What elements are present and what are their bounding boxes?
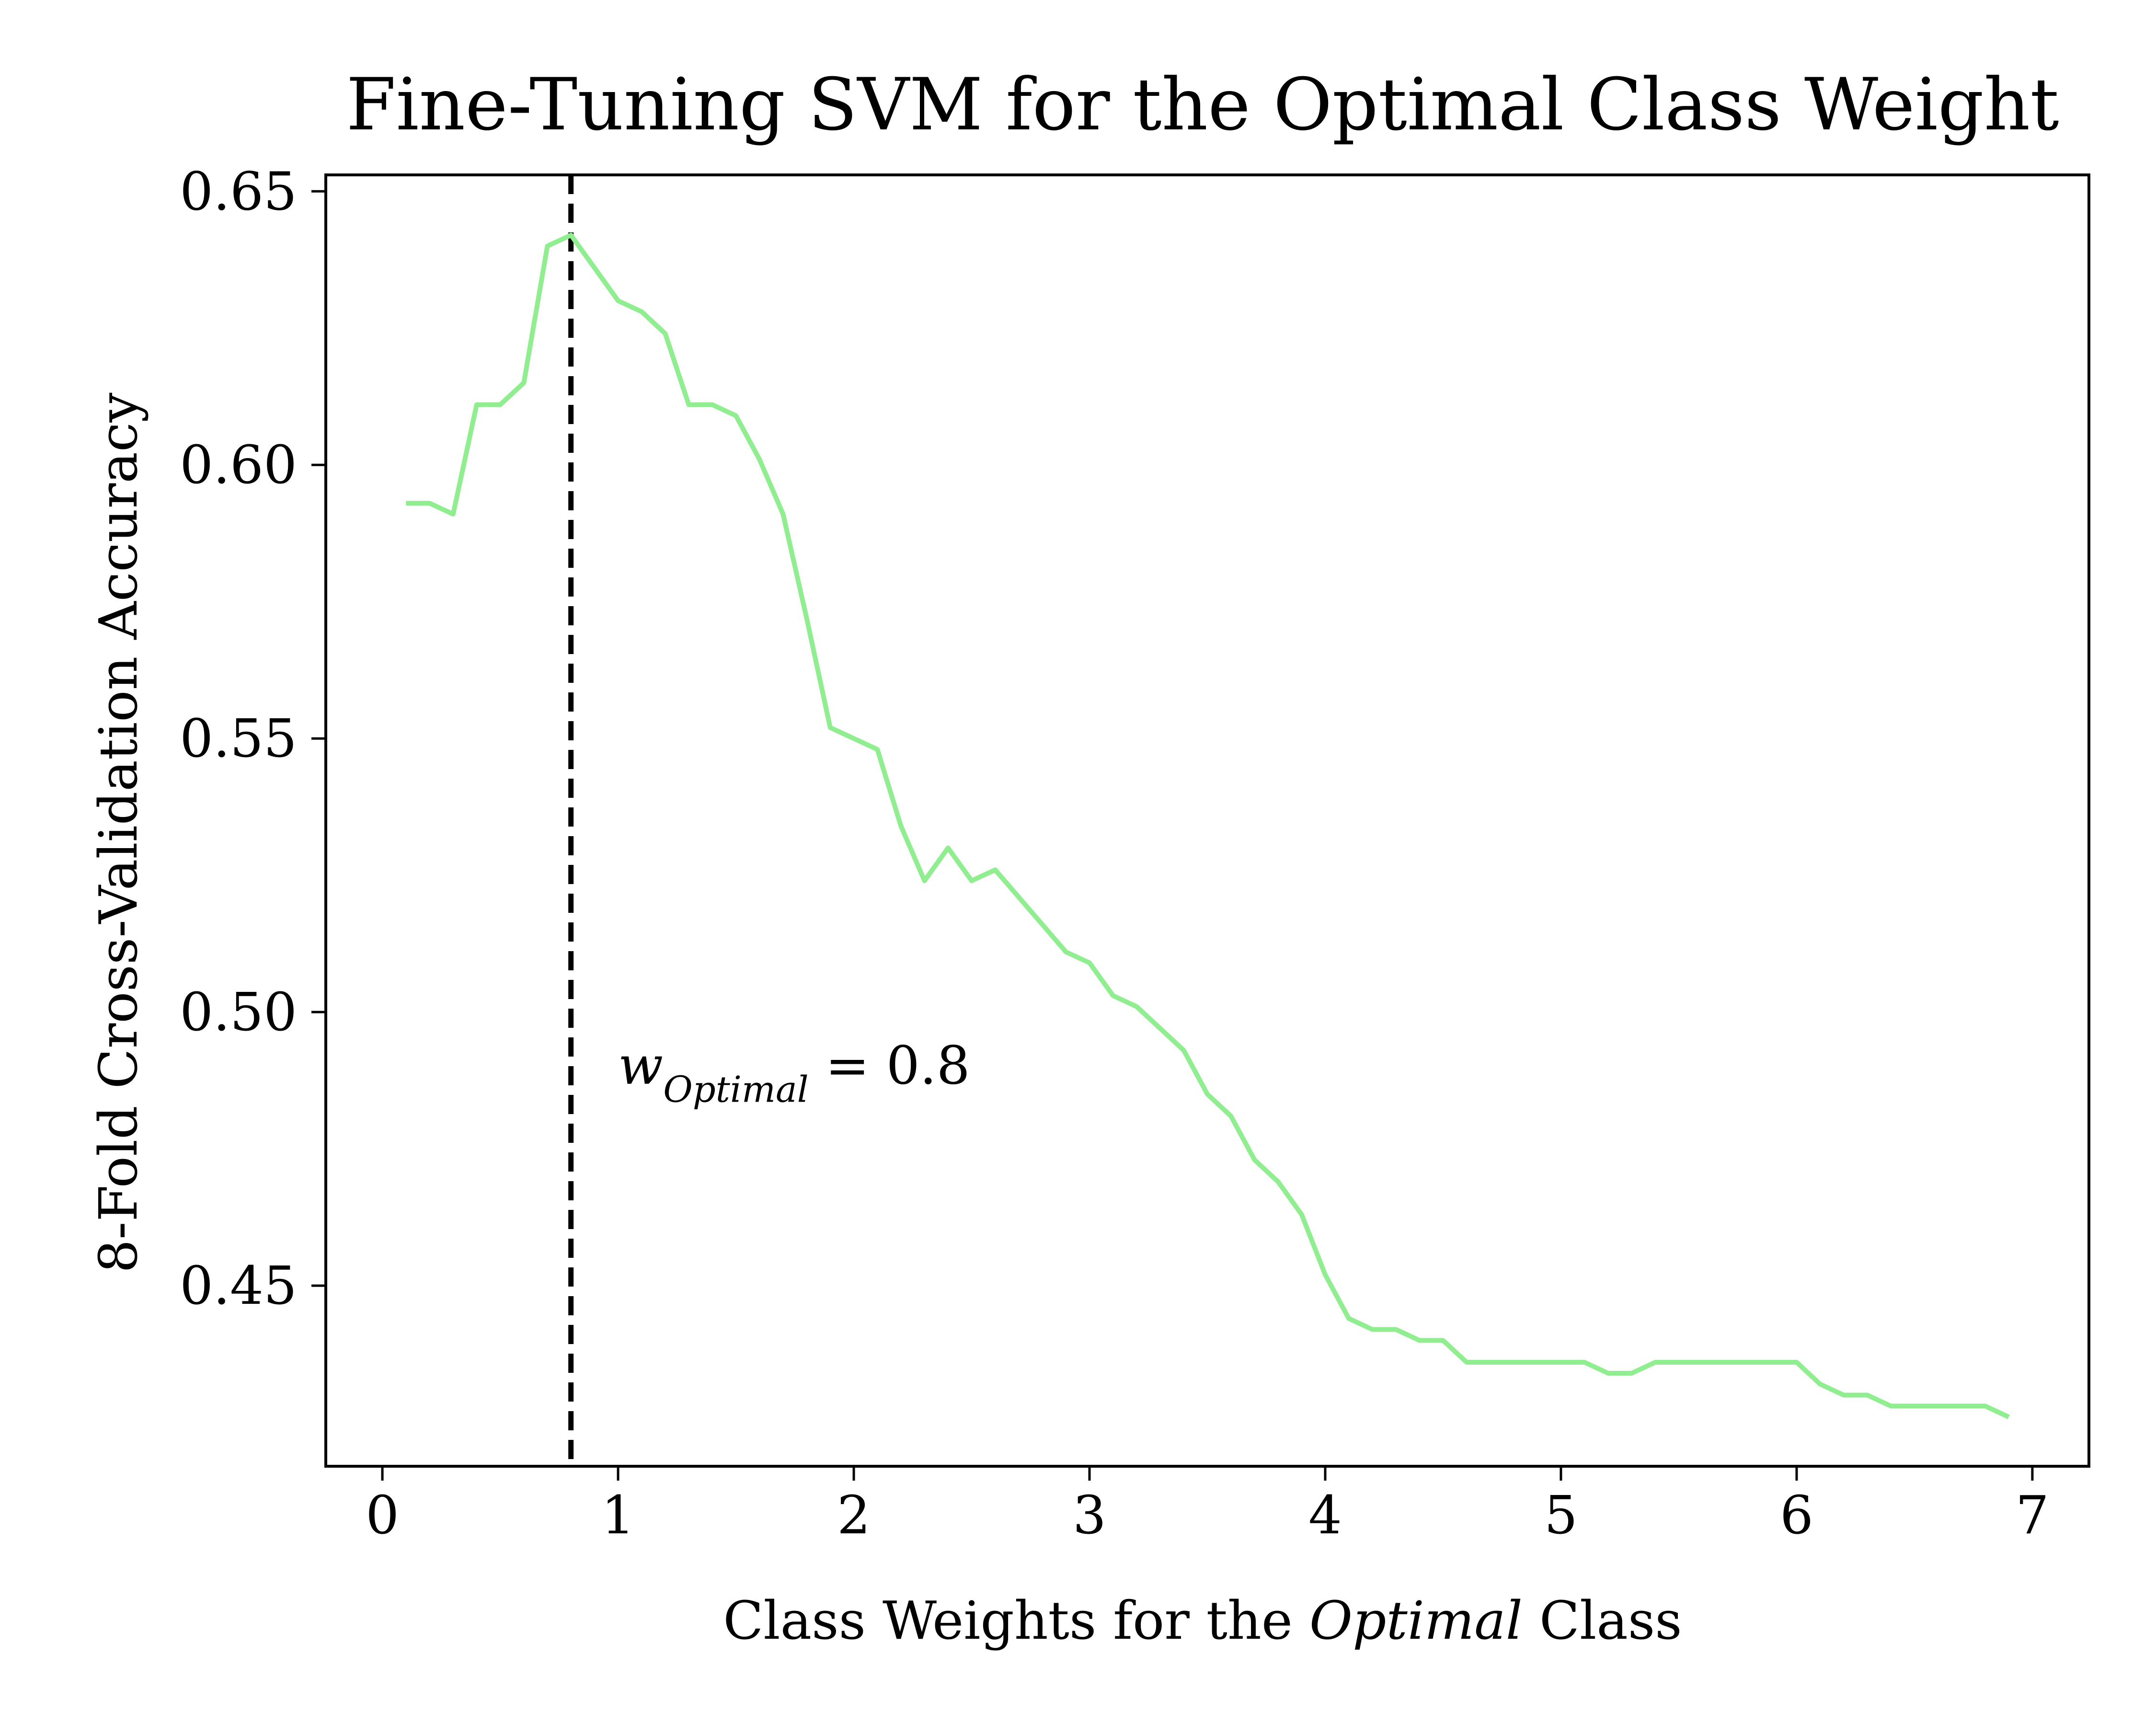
x-axis-label-emphasis: Optimal <box>1309 1590 1523 1651</box>
x-axis-label-suffix: Class <box>1523 1590 1682 1651</box>
y-tick-label: 0.55 <box>180 708 297 769</box>
x-tick-label: 4 <box>1308 1484 1342 1546</box>
x-axis-ticks: 0 1 2 3 4 5 6 7 <box>366 1466 2049 1546</box>
x-axis-label: Class Weights for the Optimal Class <box>723 1590 1682 1651</box>
chart-title: Fine-Tuning SVM for the Optimal Class We… <box>346 63 2059 147</box>
x-tick-label: 0 <box>366 1484 399 1546</box>
x-tick-label: 2 <box>837 1484 871 1546</box>
x-tick-label: 3 <box>1073 1484 1106 1546</box>
x-axis-label-prefix: Class Weights for the <box>723 1590 1309 1651</box>
y-axis-ticks: 0.45 0.50 0.55 0.60 0.65 <box>180 161 326 1316</box>
x-tick-label: 7 <box>2016 1484 2049 1546</box>
x-tick-label: 1 <box>601 1484 635 1546</box>
annotation-variable: w <box>618 1035 663 1096</box>
x-tick-label: 6 <box>1780 1484 1813 1546</box>
y-tick-label: 0.50 <box>180 981 297 1043</box>
accuracy-series-line <box>406 232 2010 1419</box>
series-group <box>406 232 2010 1419</box>
x-tick-label: 5 <box>1544 1484 1578 1546</box>
annotation-subscript: Optimal <box>663 1068 808 1110</box>
optimal-weight-annotation: wOptimal = 0.8 <box>618 1035 970 1110</box>
y-tick-label: 0.45 <box>180 1255 297 1316</box>
y-axis-label: 8-Fold Cross-Validation Accuracy <box>88 392 149 1273</box>
annotation-value: = 0.8 <box>809 1035 970 1096</box>
plot-frame <box>324 173 2090 1468</box>
y-tick-label: 0.60 <box>180 434 297 495</box>
y-tick-label: 0.65 <box>180 161 297 222</box>
